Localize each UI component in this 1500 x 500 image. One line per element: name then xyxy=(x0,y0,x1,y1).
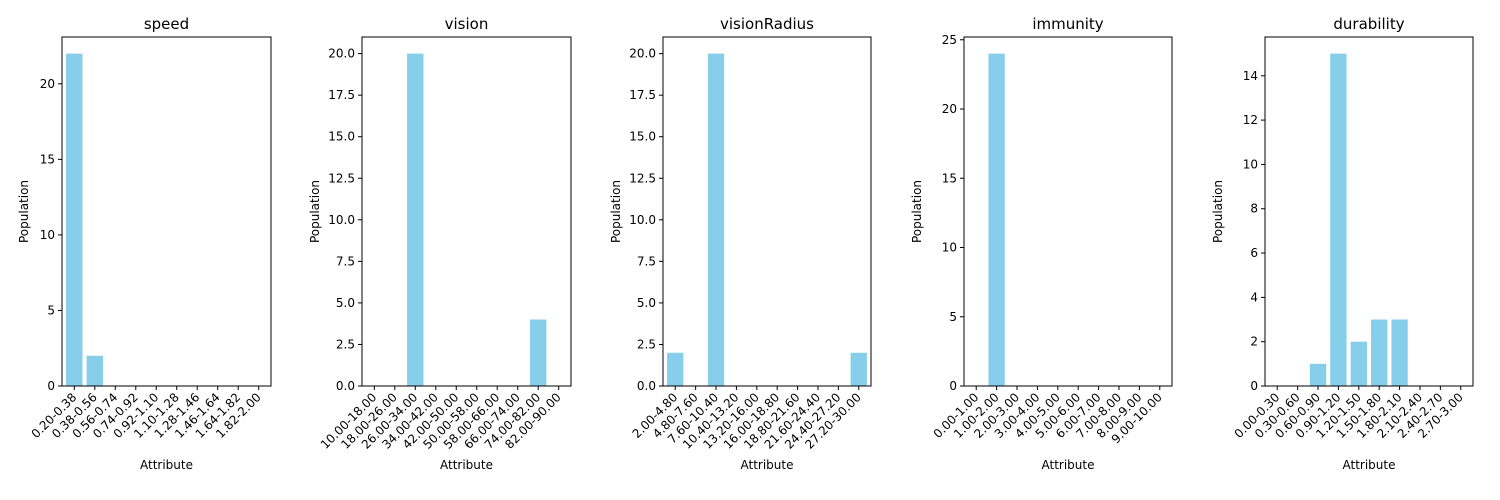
subplot-visionRadius: 0.02.55.07.510.012.515.017.520.02.00-4.8… xyxy=(609,15,872,472)
y-tick-label: 20.0 xyxy=(629,47,656,61)
chart-title: vision xyxy=(445,15,489,33)
y-tick-label: 0 xyxy=(949,379,957,393)
bar-74.00-82.00 xyxy=(530,319,547,386)
y-tick-label: 7.5 xyxy=(336,254,355,268)
bar-7.60-10.40 xyxy=(707,53,725,387)
y-tick-label: 2.5 xyxy=(637,337,656,351)
chart-title: visionRadius xyxy=(720,15,814,33)
y-tick-label: 12.5 xyxy=(328,171,355,185)
y-tick-label: 5.0 xyxy=(637,296,656,310)
y-tick-label: 0 xyxy=(1250,379,1258,393)
y-tick-label: 15.0 xyxy=(328,130,355,144)
chart-title: speed xyxy=(144,15,189,33)
y-tick-label: 5 xyxy=(949,310,957,324)
subplot-durability: 024681012140.00-0.300.30-0.600.60-0.900.… xyxy=(1211,15,1474,472)
y-tick-label: 10 xyxy=(40,228,55,242)
x-axis-label: Attribute xyxy=(140,458,193,472)
axes-frame xyxy=(1264,36,1474,387)
chart-title: immunity xyxy=(1032,15,1103,33)
y-tick-label: 15 xyxy=(40,152,55,166)
y-axis-label: Population xyxy=(17,180,31,243)
y-tick-label: 10.0 xyxy=(328,213,355,227)
subplot-vision: 0.02.55.07.510.012.515.017.520.010.00-18… xyxy=(308,15,572,472)
y-tick-label: 4 xyxy=(1250,290,1258,304)
y-tick-label: 8 xyxy=(1250,202,1258,216)
y-tick-label: 10 xyxy=(1243,157,1258,171)
axes-frame xyxy=(361,36,572,387)
y-tick-label: 20 xyxy=(40,77,55,91)
y-axis-label: Population xyxy=(609,180,623,243)
subplot-immunity: 05101520250.00-1.001.00-2.002.00-3.003.0… xyxy=(910,15,1173,472)
bar-1.00-2.00 xyxy=(988,53,1005,387)
bar-1.80-2.10 xyxy=(1391,319,1408,386)
x-axis-label: Attribute xyxy=(741,458,794,472)
bar-0.38-0.56 xyxy=(86,355,103,386)
bar-0.20-0.38 xyxy=(66,53,83,387)
y-tick-label: 20 xyxy=(942,102,957,116)
bar-0.60-0.90 xyxy=(1309,363,1327,386)
axes-frame xyxy=(61,36,272,387)
y-tick-label: 12.5 xyxy=(629,171,656,185)
y-tick-label: 5 xyxy=(47,303,55,317)
chart-title: durability xyxy=(1333,15,1404,33)
y-axis-label: Population xyxy=(910,180,924,243)
bar-2.00-4.80 xyxy=(667,352,684,386)
y-tick-label: 17.5 xyxy=(328,88,355,102)
bar-1.20-1.50 xyxy=(1350,341,1367,386)
y-tick-label: 6 xyxy=(1250,246,1258,260)
y-tick-label: 15.0 xyxy=(629,130,656,144)
bar-27.20-30.00 xyxy=(850,352,867,386)
x-axis-label: Attribute xyxy=(1343,458,1396,472)
y-tick-label: 10.0 xyxy=(629,213,656,227)
y-tick-label: 0.0 xyxy=(637,379,656,393)
y-tick-label: 0 xyxy=(47,379,55,393)
y-tick-label: 7.5 xyxy=(637,254,656,268)
y-tick-label: 20.0 xyxy=(328,47,355,61)
y-tick-label: 14 xyxy=(1243,69,1258,83)
y-tick-label: 0.0 xyxy=(336,379,355,393)
y-tick-label: 10 xyxy=(942,241,957,255)
bar-1.50-1.80 xyxy=(1371,319,1388,386)
y-axis-label: Population xyxy=(308,180,322,243)
y-tick-label: 2 xyxy=(1250,335,1258,349)
y-tick-label: 12 xyxy=(1243,113,1258,127)
bar-26.00-34.00 xyxy=(407,53,424,387)
y-tick-label: 5.0 xyxy=(336,296,355,310)
axes-frame xyxy=(963,36,1173,387)
bar-0.90-1.20 xyxy=(1330,53,1347,387)
x-axis-label: Attribute xyxy=(1042,458,1095,472)
subplot-speed: 051015200.20-0.380.38-0.560.56-0.740.74-… xyxy=(17,15,272,472)
y-axis-label: Population xyxy=(1211,180,1225,243)
y-tick-label: 2.5 xyxy=(336,337,355,351)
y-tick-label: 17.5 xyxy=(629,88,656,102)
x-axis-label: Attribute xyxy=(440,458,493,472)
y-tick-label: 25 xyxy=(942,33,957,47)
y-tick-label: 15 xyxy=(942,171,957,185)
axes-frame xyxy=(662,36,872,387)
